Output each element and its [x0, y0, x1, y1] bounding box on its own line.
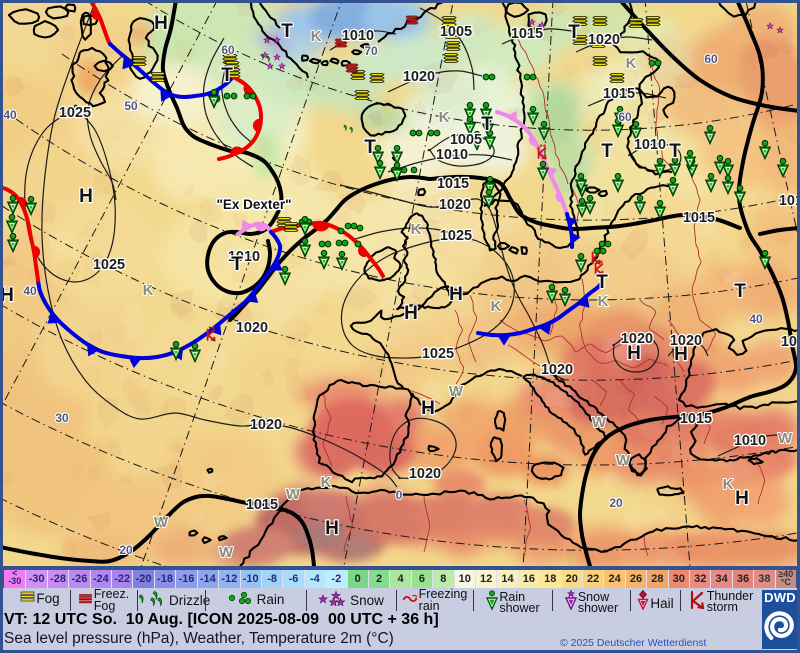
svg-text:H: H — [79, 186, 93, 207]
svg-text:1020: 1020 — [439, 197, 471, 213]
svg-text:40: 40 — [749, 312, 763, 326]
svg-text:H: H — [735, 488, 749, 509]
svg-text:T: T — [601, 141, 613, 162]
svg-text:60: 60 — [704, 52, 718, 66]
svg-text:1020: 1020 — [409, 466, 441, 482]
svg-text:K: K — [439, 109, 450, 126]
svg-text:1010: 1010 — [634, 137, 666, 153]
svg-text:1005: 1005 — [450, 132, 482, 148]
svg-text:K: K — [491, 298, 502, 315]
svg-text:T: T — [568, 22, 580, 43]
svg-text:1010: 1010 — [781, 334, 800, 350]
svg-text:K: K — [626, 55, 637, 72]
svg-text:1025: 1025 — [93, 257, 125, 273]
svg-text:T: T — [231, 254, 243, 275]
svg-text:20: 20 — [609, 496, 623, 510]
svg-text:T: T — [734, 281, 746, 302]
svg-text:1015: 1015 — [683, 210, 715, 226]
svg-text:1005: 1005 — [440, 24, 472, 40]
svg-text:T: T — [221, 65, 233, 86]
svg-text:1025: 1025 — [422, 346, 454, 362]
svg-text:T: T — [364, 137, 376, 158]
svg-text:H: H — [674, 344, 688, 365]
svg-text:W: W — [592, 414, 607, 431]
svg-text:0: 0 — [396, 488, 403, 502]
svg-text:1010: 1010 — [342, 28, 374, 44]
svg-text:K: K — [411, 221, 422, 238]
svg-text:T: T — [596, 272, 608, 293]
svg-text:K: K — [143, 282, 154, 299]
svg-text:1015: 1015 — [680, 411, 712, 427]
svg-text:1010: 1010 — [436, 147, 468, 163]
svg-text:H: H — [0, 285, 14, 306]
svg-text:1015: 1015 — [779, 193, 800, 209]
svg-text:1020: 1020 — [250, 417, 282, 433]
svg-text:1025: 1025 — [59, 105, 91, 121]
svg-text:40: 40 — [3, 108, 17, 122]
svg-text:H: H — [449, 284, 463, 305]
svg-text:1015: 1015 — [511, 26, 543, 42]
svg-text:1020: 1020 — [588, 32, 620, 48]
svg-text:1015: 1015 — [603, 86, 635, 102]
svg-text:H: H — [325, 518, 339, 539]
svg-text:1020: 1020 — [236, 320, 268, 336]
svg-text:K: K — [321, 474, 332, 491]
svg-text:1015: 1015 — [246, 497, 278, 513]
svg-text:W: W — [286, 486, 301, 503]
svg-text:40: 40 — [23, 284, 37, 298]
svg-text:1025: 1025 — [440, 228, 472, 244]
svg-text:20: 20 — [119, 543, 133, 557]
svg-text:H: H — [154, 13, 168, 34]
svg-text:W: W — [449, 383, 464, 400]
svg-text:H: H — [421, 398, 435, 419]
svg-text:50: 50 — [124, 99, 138, 113]
svg-text:K: K — [598, 293, 609, 310]
svg-text:W: W — [778, 430, 793, 447]
svg-text:T: T — [281, 21, 293, 42]
svg-text:1020: 1020 — [621, 331, 653, 347]
svg-text:"Ex Dexter": "Ex Dexter" — [216, 197, 291, 212]
svg-text:1020: 1020 — [541, 362, 573, 378]
svg-text:K: K — [723, 476, 734, 493]
svg-text:T: T — [481, 114, 493, 135]
svg-text:1020: 1020 — [403, 69, 435, 85]
svg-text:60: 60 — [618, 110, 632, 124]
svg-text:30: 30 — [55, 411, 69, 425]
svg-text:60: 60 — [221, 43, 235, 57]
svg-text:W: W — [616, 452, 631, 469]
svg-text:1010: 1010 — [228, 249, 260, 265]
svg-text:H: H — [404, 303, 418, 324]
svg-text:1010: 1010 — [734, 433, 766, 449]
svg-text:1015: 1015 — [437, 176, 469, 192]
svg-text:T: T — [669, 141, 681, 162]
svg-text:K: K — [311, 28, 322, 45]
svg-text:W: W — [219, 544, 234, 561]
svg-text:1020: 1020 — [670, 333, 702, 349]
svg-text:70: 70 — [364, 44, 378, 58]
svg-text:W: W — [154, 514, 169, 531]
svg-text:H: H — [627, 343, 641, 364]
